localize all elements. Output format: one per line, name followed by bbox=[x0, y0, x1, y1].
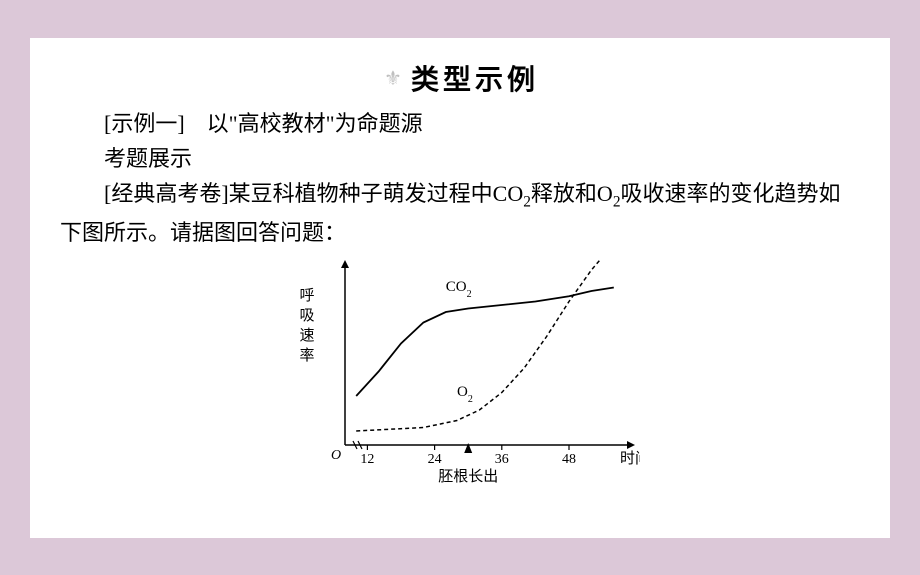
p1-quote: 高校教材 bbox=[238, 111, 326, 136]
body-text: [示例一] 以"高校教材"为命题源 考题展示 [经典高考卷]某豆科植物种子萌发过… bbox=[60, 106, 860, 251]
svg-text:36: 36 bbox=[495, 452, 509, 467]
svg-text:呼: 呼 bbox=[299, 287, 314, 304]
svg-text:吸: 吸 bbox=[299, 308, 314, 324]
svg-text:24: 24 bbox=[428, 452, 442, 467]
example-heading: [示例一] 以"高校教材"为命题源 bbox=[60, 106, 860, 141]
subheading: 考题展示 bbox=[60, 141, 860, 176]
fleur-de-lis-icon: ⚜ bbox=[381, 66, 405, 90]
title-text: 类型示例 bbox=[411, 58, 539, 98]
slide-content: ⚜ 类型示例 [示例一] 以"高校教材"为命题源 考题展示 [经典高考卷]某豆科… bbox=[30, 38, 890, 538]
svg-text:速: 速 bbox=[299, 327, 314, 344]
svg-text:时间/h: 时间/h bbox=[620, 450, 640, 467]
svg-text:胚根长出: 胚根长出 bbox=[438, 468, 498, 485]
p1-prefix: [示例一] 以" bbox=[104, 111, 238, 136]
svg-text:48: 48 bbox=[562, 452, 576, 467]
svg-text:12: 12 bbox=[360, 452, 374, 467]
p3-mid1: 释放和O bbox=[531, 181, 613, 206]
svg-text:率: 率 bbox=[299, 347, 314, 364]
p3-sub2: 2 bbox=[613, 193, 621, 210]
svg-text:O: O bbox=[331, 448, 341, 463]
chart-container: O 12 24 36 48 胚根长出 时间/h 呼吸速率 CO2 O2 bbox=[60, 260, 860, 490]
question-text: [经典高考卷]某豆科植物种子萌发过程中CO2释放和O2吸收速率的变化趋势如下图所… bbox=[60, 176, 860, 250]
p3-sub1: 2 bbox=[523, 193, 531, 210]
svg-text:CO2: CO2 bbox=[446, 279, 472, 300]
p1-suffix: "为命题源 bbox=[326, 111, 423, 136]
p3-prefix: [经典高考卷]某豆科植物种子萌发过程中CO bbox=[104, 181, 523, 206]
svg-text:O2: O2 bbox=[457, 384, 473, 405]
title-row: ⚜ 类型示例 bbox=[60, 58, 860, 98]
respiration-chart: O 12 24 36 48 胚根长出 时间/h 呼吸速率 CO2 O2 bbox=[280, 260, 640, 490]
